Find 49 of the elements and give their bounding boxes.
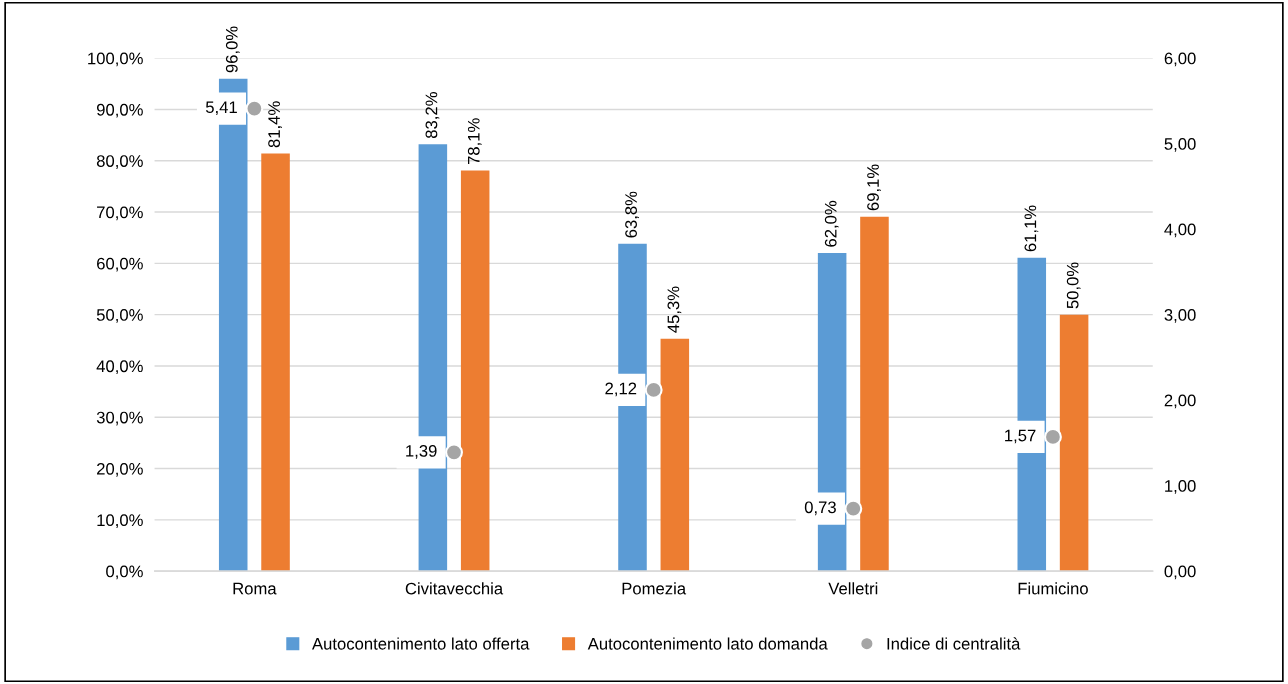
data-label: 96,0%: [225, 26, 240, 73]
x-tick-label: Roma: [233, 582, 277, 595]
x-tick-label: Fiumicino: [1018, 582, 1088, 595]
legend-label: Indice di centralità: [887, 637, 1021, 650]
y2-tick-label: 2,00: [1164, 394, 1196, 409]
y-tick-label: 90,0%: [96, 103, 143, 118]
data-label: 0,73: [804, 501, 836, 516]
bar: [860, 216, 889, 572]
y2-tick-label: 6,00: [1164, 52, 1196, 67]
data-label: 2,12: [605, 382, 637, 397]
point: [844, 499, 863, 518]
y-tick-label: 30,0%: [96, 411, 143, 426]
y-tick-label: 10,0%: [97, 514, 143, 529]
y2-tick-label: 5,00: [1164, 138, 1196, 152]
data-label: 63,8%: [625, 191, 639, 238]
y-tick-label: 60,0%: [97, 257, 143, 272]
data-label: 81,4%: [268, 101, 282, 148]
data-label: 45,3%: [667, 286, 682, 333]
legend-label: Autocontenimento lato domanda: [587, 637, 828, 650]
x-tick-label: Civitavecchia: [405, 582, 504, 595]
point: [445, 443, 463, 462]
bar: [660, 338, 690, 572]
data-label: 62,0%: [824, 200, 839, 247]
data-label: 1,39: [406, 444, 437, 459]
y2-tick-label: 0,00: [1164, 565, 1196, 580]
y-tick-label: 20,0%: [97, 462, 143, 477]
bar: [1059, 314, 1089, 572]
y-tick-label: 50,0%: [96, 309, 143, 323]
y-tick-label: 70,0%: [97, 206, 143, 221]
y-tick-label: 80,0%: [96, 155, 143, 169]
y2-tick-label: 3,00: [1164, 309, 1196, 323]
data-label: 50,0%: [1066, 262, 1081, 309]
bar: [261, 153, 290, 572]
x-tick-label: Velletri: [828, 582, 878, 595]
y2-tick-label: 4,00: [1164, 223, 1196, 238]
y-tick-label: 100,0%: [88, 52, 143, 67]
data-label: 1,57: [1005, 429, 1036, 444]
y-tick-label: 40,0%: [96, 360, 143, 375]
point: [245, 99, 264, 118]
data-label: 69,1%: [867, 164, 881, 211]
data-label: 61,1%: [1024, 205, 1039, 252]
y2-tick-label: 1,00: [1165, 480, 1196, 494]
x-tick-label: Pomezia: [622, 582, 687, 595]
data-label: 78,1%: [467, 118, 482, 165]
data-label: 5,41: [205, 101, 237, 116]
bar: [460, 170, 490, 572]
data-label: 83,2%: [425, 92, 440, 139]
y-tick-label: 0,0%: [106, 565, 143, 580]
legend-label: Autocontenimento lato offerta: [312, 637, 530, 650]
